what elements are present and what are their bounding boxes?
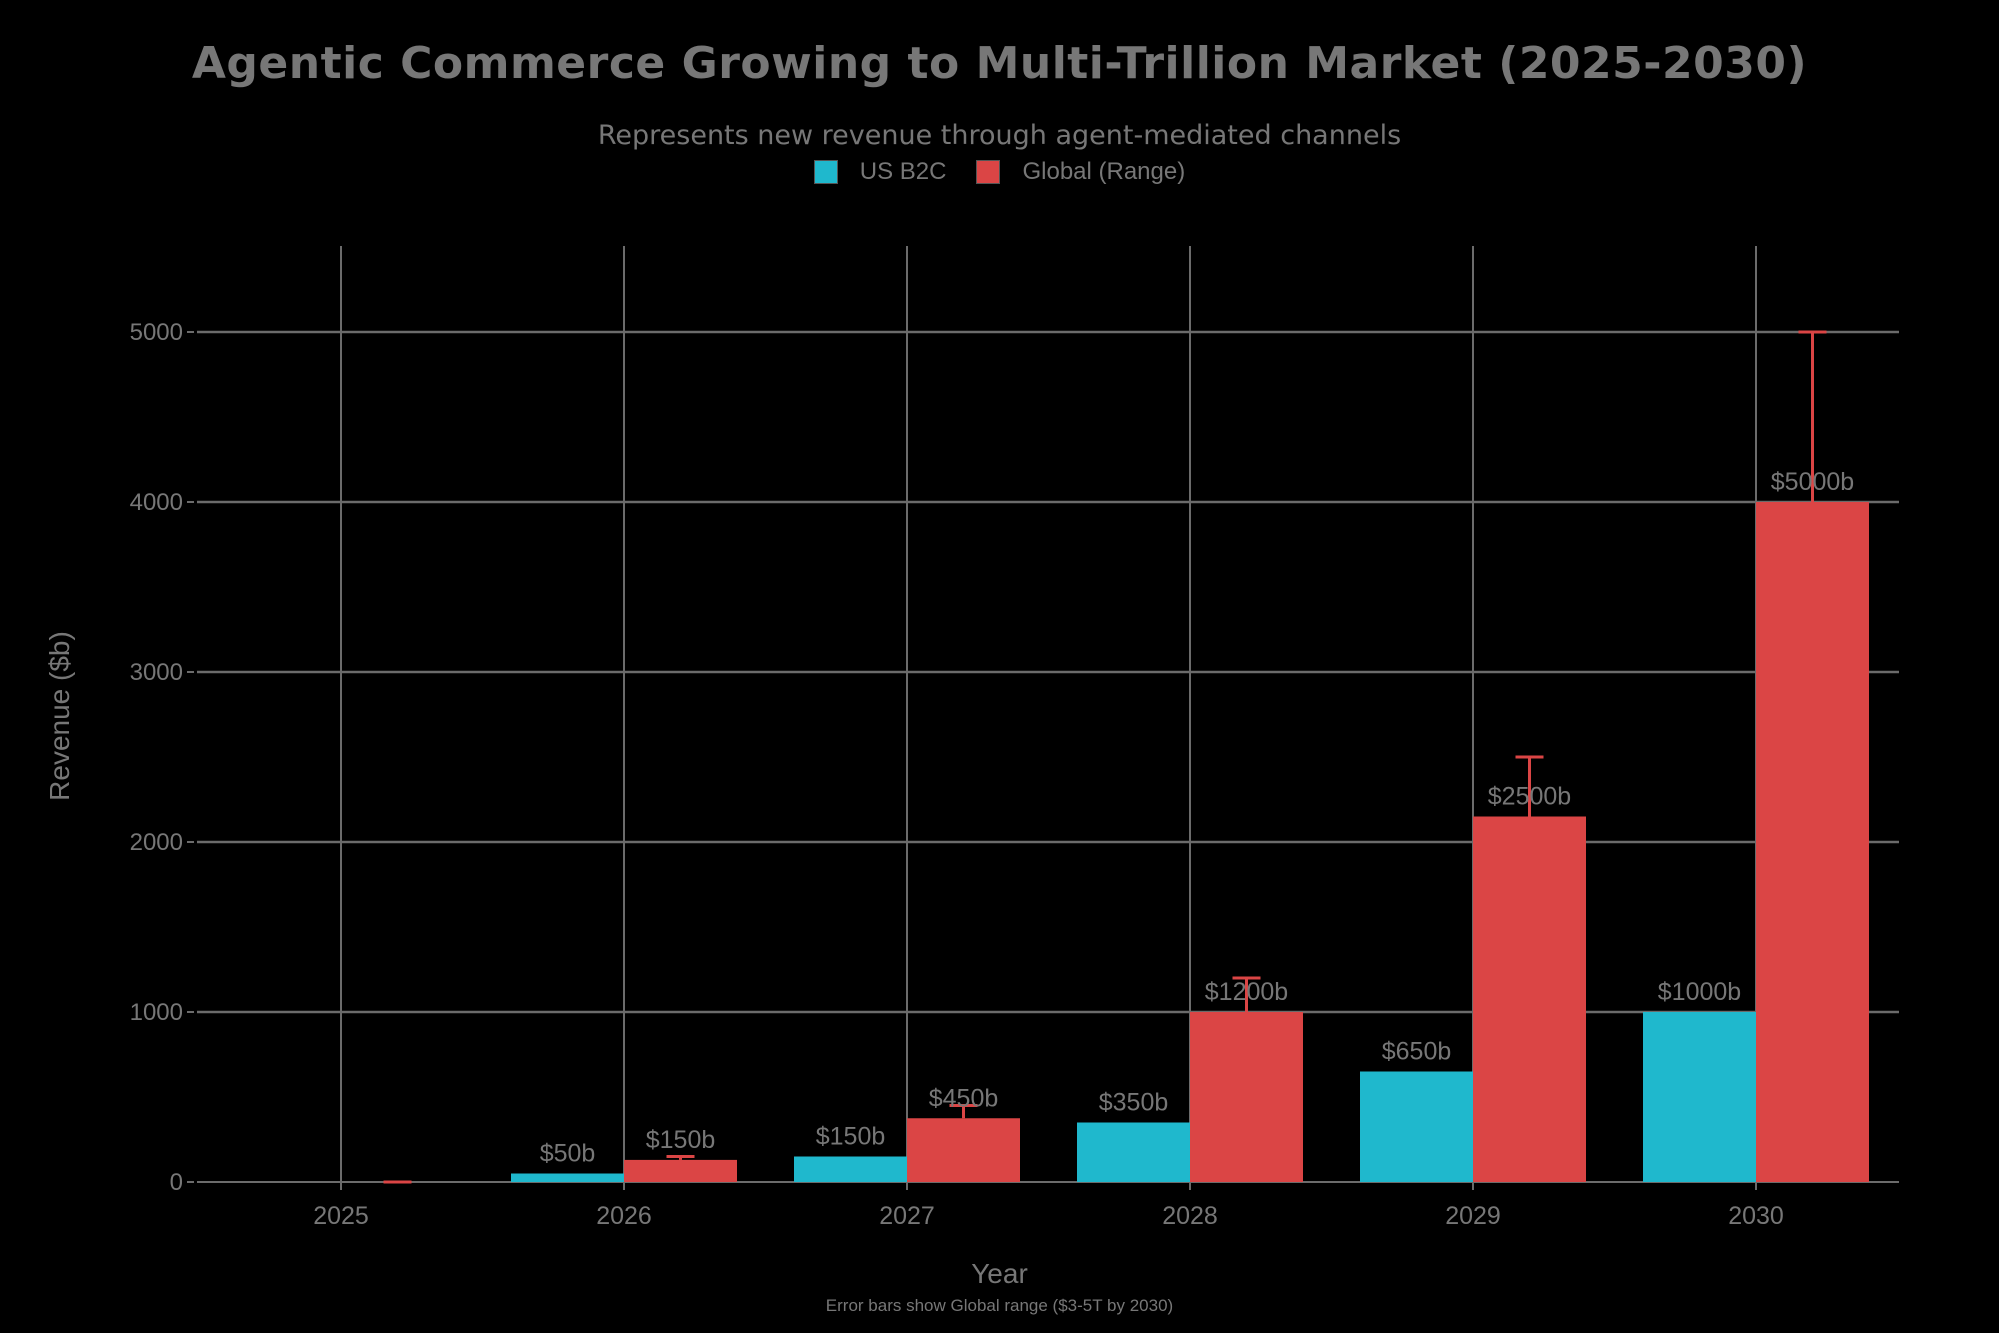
- bar-us-b2c-2030[interactable]: [1643, 1012, 1756, 1182]
- y-tick-label: 3000: [130, 659, 183, 686]
- legend: US B2C Global (Range): [0, 158, 1999, 186]
- y-tick-label: 1000: [130, 999, 183, 1026]
- data-label: $350b: [1099, 1089, 1169, 1117]
- bar-global-2028[interactable]: [1190, 1012, 1303, 1182]
- data-label: $150b: [646, 1126, 716, 1154]
- data-label: $2500b: [1488, 783, 1571, 811]
- bar-global-2026[interactable]: [624, 1159, 737, 1182]
- x-tick-label: 2027: [879, 1202, 935, 1230]
- x-tick-label: 2026: [596, 1202, 652, 1230]
- data-label: $1000b: [1658, 978, 1741, 1006]
- x-tick-label: 2025: [313, 1202, 369, 1230]
- data-label: $50b: [540, 1140, 596, 1168]
- chart-title: Agentic Commerce Growing to Multi-Trilli…: [191, 38, 1808, 89]
- legend-label: US B2C: [859, 158, 947, 185]
- data-label: $450b: [929, 1084, 999, 1112]
- footnote: Error bars show Global range ($3-5T by 2…: [825, 1296, 1174, 1315]
- legend-item-us-b2c[interactable]: US B2C: [813, 158, 947, 186]
- x-tick-label: 2030: [1728, 1202, 1784, 1230]
- bar-us-b2c-2028[interactable]: [1077, 1122, 1190, 1183]
- y-tick-label: 0: [170, 1169, 183, 1196]
- y-axis-label: Revenue ($b): [44, 631, 75, 801]
- y-tick-label: 5000: [130, 319, 183, 346]
- data-label: $650b: [1382, 1038, 1452, 1066]
- x-tick-label: 2028: [1162, 1202, 1218, 1230]
- bar-global-2027[interactable]: [907, 1118, 1020, 1182]
- y-tick-label: 2000: [130, 829, 183, 856]
- bar-us-b2c-2027[interactable]: [794, 1156, 907, 1183]
- legend-swatch-us-b2c: [813, 160, 838, 184]
- y-tick-label: 4000: [130, 489, 183, 516]
- legend-label: Global (Range): [1022, 158, 1186, 185]
- data-label: $150b: [816, 1123, 886, 1151]
- bar-global-2030[interactable]: [1756, 502, 1869, 1182]
- data-label: $5000b: [1771, 468, 1854, 496]
- chart-subtitle: Represents new revenue through agent-med…: [597, 120, 1402, 151]
- legend-item-global[interactable]: Global (Range): [976, 158, 1185, 186]
- legend-swatch-global: [976, 160, 1001, 184]
- bar-us-b2c-2026[interactable]: [511, 1173, 624, 1183]
- x-axis-label: Year: [971, 1258, 1028, 1289]
- bar-us-b2c-2029[interactable]: [1360, 1071, 1473, 1183]
- x-tick-label: 2029: [1445, 1202, 1501, 1230]
- data-label: $1200b: [1205, 978, 1288, 1006]
- bar-global-2029[interactable]: [1473, 816, 1586, 1183]
